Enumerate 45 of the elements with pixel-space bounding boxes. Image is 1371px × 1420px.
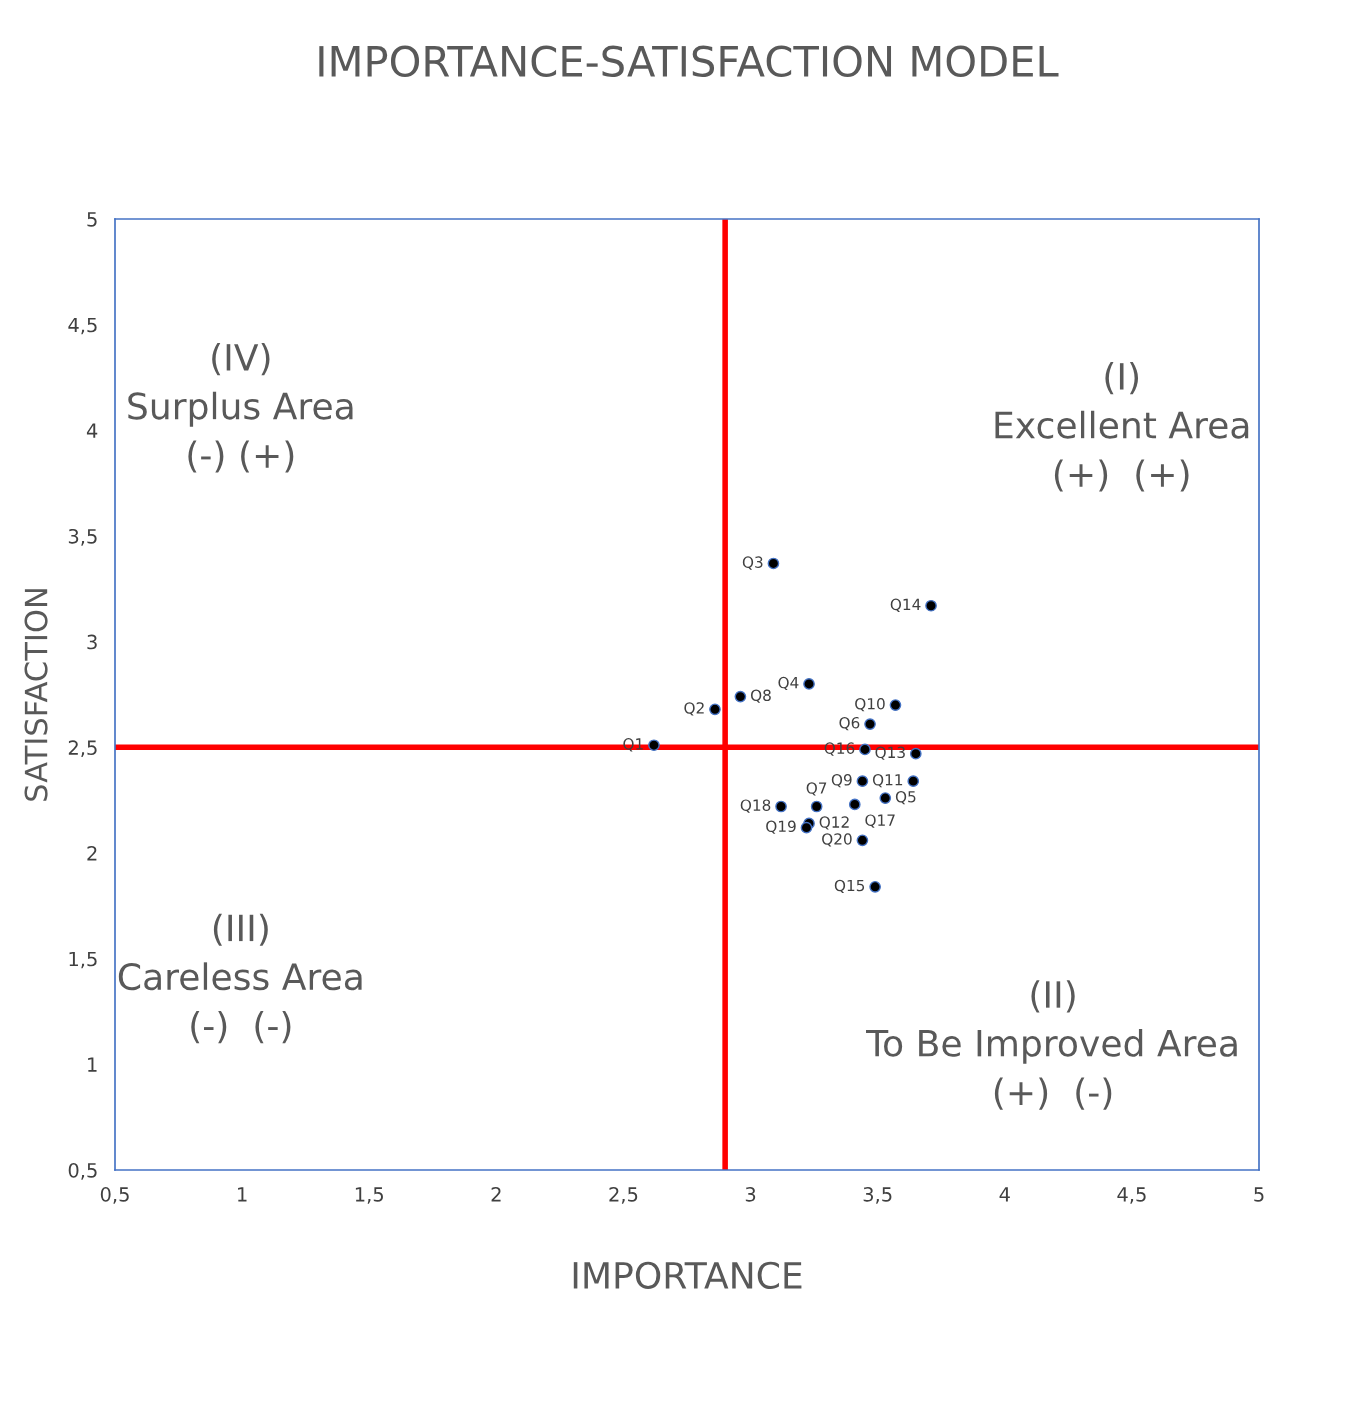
- series-label: Q5: [895, 790, 916, 805]
- annotation: (I) Excellent Area (+) (+): [995, 362, 1249, 492]
- y-tick-label: 1,5: [69, 951, 97, 969]
- y-tick-label: 2,5: [68, 740, 97, 757]
- x-tick-label: 1: [238, 1187, 247, 1202]
- x-tick-label: 4,5: [1117, 1187, 1146, 1204]
- series-label: Q18: [740, 799, 771, 813]
- series-label: Q15: [834, 879, 865, 893]
- series-label: Q9: [831, 774, 852, 788]
- x-tick-label: 0,5: [100, 1187, 129, 1204]
- x-tick-label: 2: [491, 1187, 501, 1202]
- x-tick-label: 1,5: [355, 1187, 383, 1204]
- y-tick-label: 1: [88, 1057, 97, 1072]
- series-label: Q19: [766, 820, 796, 834]
- series-label: Q7: [806, 782, 827, 796]
- series-label: Q13: [875, 746, 905, 760]
- series-label: Q10: [855, 697, 885, 712]
- series-label: Q3: [742, 556, 763, 570]
- annotation: (II) To Be Improved Area (+) (-): [866, 980, 1237, 1110]
- series-label: Q12: [819, 816, 849, 830]
- y-axis-title: SATISFACTION: [24, 589, 48, 801]
- x-tick-label: 5: [1254, 1187, 1264, 1202]
- series-label: Q2: [684, 702, 704, 716]
- y-tick-label: 5: [87, 212, 97, 227]
- x-tick-label: 2,5: [609, 1187, 638, 1204]
- y-tick-label: 4,5: [68, 317, 97, 335]
- x-tick-label: 3,5: [863, 1187, 892, 1204]
- x-axis-title: IMPORTANCE: [573, 1261, 802, 1289]
- series-label: Q8: [750, 689, 771, 703]
- x-tick-label: 3: [745, 1187, 756, 1202]
- y-tick-label: 0,5: [68, 1162, 97, 1180]
- series-label: Q11: [872, 774, 903, 788]
- y-tick-label: 2: [87, 845, 97, 861]
- annotation: (III) Careless Area (-) (-): [118, 913, 362, 1044]
- series-label: Q20: [822, 833, 852, 847]
- annotation: (IV) Surplus Area (-) (+): [128, 343, 353, 473]
- y-tick-label: 3: [87, 634, 97, 650]
- y-tick-label: 3,5: [68, 528, 97, 546]
- series-label: Q6: [839, 716, 860, 731]
- series-label: Q14: [890, 598, 921, 612]
- x-tick-label: 4: [999, 1187, 1010, 1202]
- y-tick-label: 4: [86, 423, 98, 438]
- series-label: Q17: [865, 814, 895, 828]
- chart-title: IMPORTANCE-SATISFACTION MODEL: [319, 45, 1059, 78]
- series-label: Q4: [778, 676, 799, 691]
